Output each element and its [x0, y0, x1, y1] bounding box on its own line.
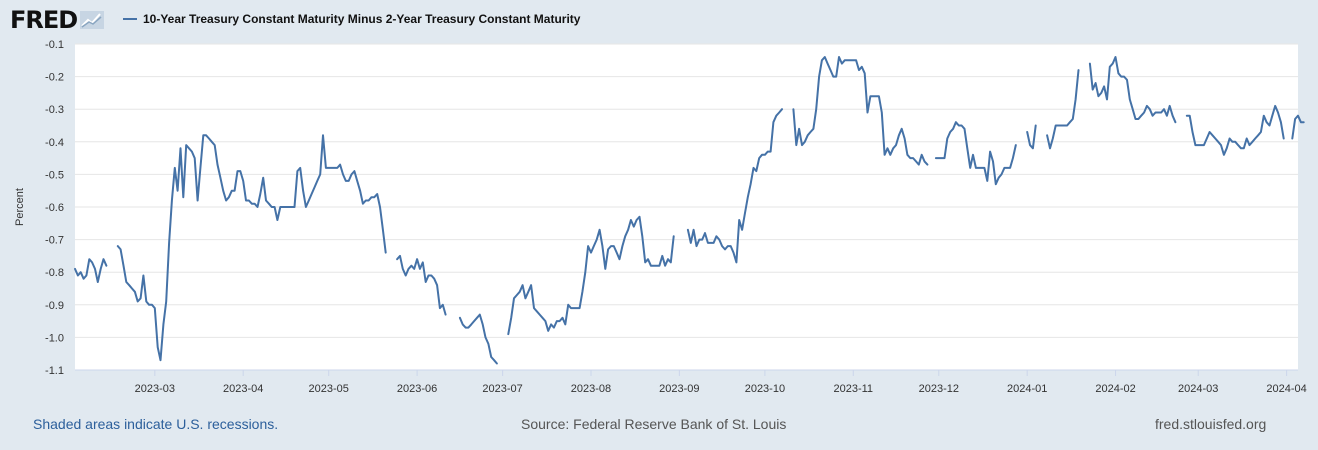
y-tick-label: -0.9 — [45, 300, 64, 312]
x-tick-label: 2024-03 — [1178, 383, 1218, 395]
x-tick-label: 2023-04 — [223, 383, 263, 395]
x-tick-label: 2023-11 — [833, 383, 873, 395]
x-tick-label: 2024-01 — [1007, 383, 1047, 395]
chart-legend: 10-Year Treasury Constant Maturity Minus… — [123, 12, 580, 26]
x-tick-label: 2023-06 — [397, 383, 437, 395]
series-line-segment — [686, 108, 783, 264]
series-line-segment — [792, 56, 929, 166]
fred-logo[interactable]: FRED — [10, 6, 105, 34]
y-axis-label: Percent — [14, 188, 26, 226]
series-line-segment — [458, 313, 498, 365]
legend-label: 10-Year Treasury Constant Maturity Minus… — [143, 12, 581, 26]
x-tick-label: 2023-12 — [919, 383, 959, 395]
x-tick-label: 2024-02 — [1095, 383, 1135, 395]
y-tick-label: -0.5 — [45, 169, 64, 181]
series-line-segment — [507, 215, 675, 336]
y-tick-label: -0.3 — [45, 104, 64, 116]
y-tick-label: -1.0 — [45, 332, 64, 344]
series-line-segment — [74, 258, 108, 283]
y-tick-label: -1.1 — [45, 365, 64, 377]
x-tick-label: 2023-03 — [135, 383, 175, 395]
y-tick-label: -0.8 — [45, 267, 64, 279]
y-tick-label: -0.4 — [45, 137, 64, 149]
x-tick-label: 2023-09 — [659, 383, 699, 395]
x-tick-label: 2023-05 — [309, 383, 349, 395]
series-line-segment — [934, 121, 1017, 186]
site-link[interactable]: fred.stlouisfed.org — [1155, 416, 1267, 432]
series-line-segment — [1088, 56, 1177, 124]
series-line-segment — [1026, 124, 1037, 150]
source-note: Source: Federal Reserve Bank of St. Loui… — [521, 416, 787, 432]
line-chart: -0.1 -0.2 -0.3 -0.4 -0.5 -0.6 -0.7 -0.8 -0.9 -1.0… — [14, 39, 1307, 395]
y-tick-label: -0.2 — [45, 72, 64, 84]
x-tick-label: 2024-04 — [1266, 383, 1306, 395]
y-tick-label: -0.6 — [45, 202, 64, 214]
y-tick-label: -0.7 — [45, 235, 64, 247]
logo-text: FRED — [10, 6, 78, 34]
series-line-segment — [1185, 104, 1285, 156]
y-tick-label: -0.1 — [45, 39, 64, 51]
legend-swatch — [123, 18, 137, 20]
x-tick-label: 2023-08 — [571, 383, 611, 395]
recession-note-link[interactable]: Shaded areas indicate U.S. recessions. — [33, 416, 279, 432]
series-line-segment — [396, 254, 447, 316]
series-line-segment — [1046, 69, 1080, 150]
x-tick-label: 2023-07 — [482, 383, 522, 395]
x-tick-label: 2023-10 — [745, 383, 785, 395]
series-line-segment — [116, 134, 387, 362]
series-line-segment — [1291, 114, 1305, 140]
logo-chart-icon — [80, 11, 105, 29]
